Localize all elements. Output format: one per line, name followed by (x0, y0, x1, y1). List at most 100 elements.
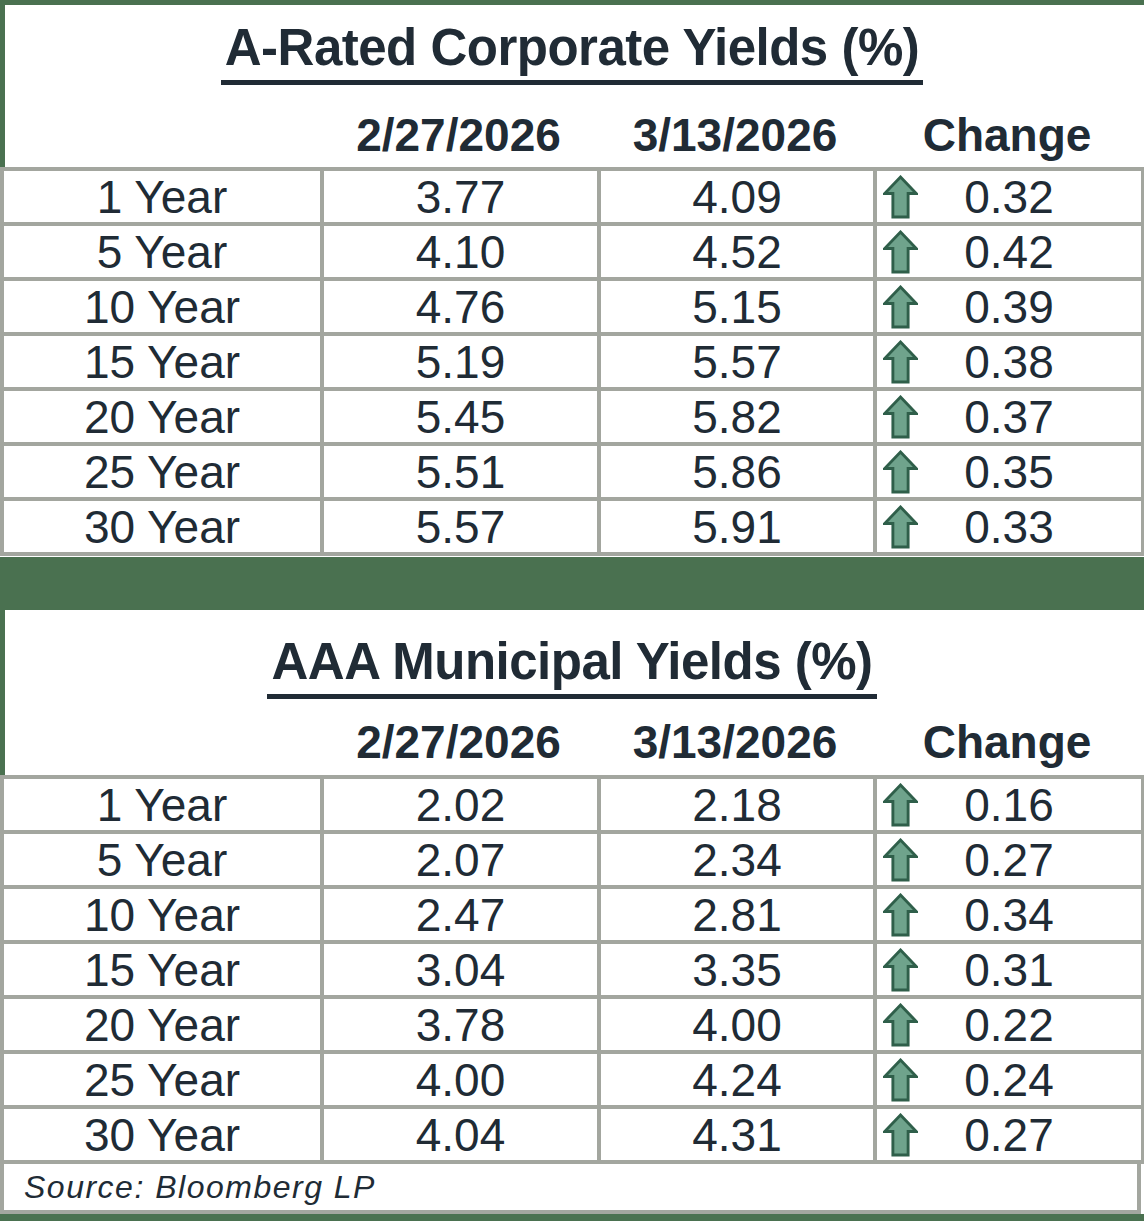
prev-yield-cell: 3.77 (322, 169, 599, 224)
prev-yield-cell: 4.10 (322, 224, 599, 279)
prev-yield-cell: 5.51 (322, 444, 599, 499)
column-header-date-curr: 3/13/2026 (597, 717, 873, 768)
column-header-spacer (0, 110, 320, 161)
up-arrow-icon (883, 1113, 918, 1157)
table-row: 1 Year 3.77 4.09 0.32 (2, 169, 1143, 224)
change-value: 0.16 (964, 779, 1054, 831)
curr-yield-cell: 2.81 (599, 887, 875, 942)
change-cell: 0.24 (875, 1052, 1143, 1107)
curr-yield-cell: 5.86 (599, 444, 875, 499)
change-value: 0.37 (964, 391, 1054, 443)
up-arrow-icon (883, 230, 918, 274)
curr-yield-cell: 4.24 (599, 1052, 875, 1107)
change-cell: 0.22 (875, 997, 1143, 1052)
change-cell: 0.16 (875, 777, 1143, 832)
change-value: 0.38 (964, 336, 1054, 388)
change-cell: 0.32 (875, 169, 1143, 224)
curr-yield-cell: 5.91 (599, 499, 875, 554)
table-row: 10 Year 4.76 5.15 0.39 (2, 279, 1143, 334)
change-value: 0.33 (964, 501, 1054, 553)
up-arrow-icon (883, 838, 918, 882)
up-arrow-icon (883, 783, 918, 827)
change-value: 0.31 (964, 944, 1054, 996)
change-cell: 0.27 (875, 1107, 1143, 1162)
up-arrow-icon (883, 893, 918, 937)
term-cell: 20 Year (2, 389, 322, 444)
up-arrow-icon (883, 1058, 918, 1102)
table-row: 10 Year 2.47 2.81 0.34 (2, 887, 1143, 942)
table-row: 25 Year 5.51 5.86 0.35 (2, 444, 1143, 499)
up-arrow-icon (883, 1003, 918, 1047)
column-header-change: Change (873, 717, 1141, 768)
curr-yield-cell: 5.15 (599, 279, 875, 334)
term-cell: 1 Year (2, 169, 322, 224)
source-note: Source: Bloomberg LP (24, 1169, 376, 1206)
curr-yield-cell: 2.18 (599, 777, 875, 832)
title-text: A-Rated Corporate Yields (%) (221, 22, 923, 85)
change-value: 0.24 (964, 1054, 1054, 1106)
change-cell: 0.37 (875, 389, 1143, 444)
table-row: 20 Year 5.45 5.82 0.37 (2, 389, 1143, 444)
title-text: AAA Municipal Yields (%) (267, 636, 876, 699)
corporate-column-header-row: 2/27/2026 3/13/2026 Change (0, 110, 1141, 161)
curr-yield-cell: 4.52 (599, 224, 875, 279)
term-cell: 20 Year (2, 997, 322, 1052)
term-cell: 30 Year (2, 499, 322, 554)
table-row: 15 Year 3.04 3.35 0.31 (2, 942, 1143, 997)
section-separator-bar (0, 557, 1144, 610)
term-cell: 5 Year (2, 832, 322, 887)
table-row: 5 Year 2.07 2.34 0.27 (2, 832, 1143, 887)
up-arrow-icon (883, 175, 918, 219)
curr-yield-cell: 5.57 (599, 334, 875, 389)
change-value: 0.42 (964, 226, 1054, 278)
term-cell: 25 Year (2, 1052, 322, 1107)
term-cell: 10 Year (2, 887, 322, 942)
curr-yield-cell: 4.00 (599, 997, 875, 1052)
table-row: 30 Year 5.57 5.91 0.33 (2, 499, 1143, 554)
up-arrow-icon (883, 505, 918, 549)
corporate-yields-table: 1 Year 3.77 4.09 0.32 5 Year 4.10 4.52 0… (0, 167, 1144, 556)
change-value: 0.32 (964, 171, 1054, 223)
prev-yield-cell: 5.45 (322, 389, 599, 444)
table-row: 15 Year 5.19 5.57 0.38 (2, 334, 1143, 389)
curr-yield-cell: 2.34 (599, 832, 875, 887)
table-row: 20 Year 3.78 4.00 0.22 (2, 997, 1143, 1052)
column-header-date-curr: 3/13/2026 (597, 110, 873, 161)
curr-yield-cell: 3.35 (599, 942, 875, 997)
prev-yield-cell: 4.00 (322, 1052, 599, 1107)
municipal-column-header-row: 2/27/2026 3/13/2026 Change (0, 717, 1141, 768)
table-row: 1 Year 2.02 2.18 0.16 (2, 777, 1143, 832)
column-header-date-prev: 2/27/2026 (320, 110, 597, 161)
source-row: Source: Bloomberg LP (0, 1164, 1141, 1214)
change-cell: 0.33 (875, 499, 1143, 554)
change-value: 0.27 (964, 1109, 1054, 1161)
column-header-change: Change (873, 110, 1141, 161)
prev-yield-cell: 5.57 (322, 499, 599, 554)
municipal-yields-table: 1 Year 2.02 2.18 0.16 5 Year 2.07 2.34 0… (0, 775, 1144, 1164)
change-value: 0.39 (964, 281, 1054, 333)
prev-yield-cell: 2.02 (322, 777, 599, 832)
curr-yield-cell: 5.82 (599, 389, 875, 444)
prev-yield-cell: 3.04 (322, 942, 599, 997)
corporate-yields-title: A-Rated Corporate Yields (%) (0, 22, 1144, 85)
term-cell: 15 Year (2, 334, 322, 389)
term-cell: 10 Year (2, 279, 322, 334)
term-cell: 30 Year (2, 1107, 322, 1162)
change-value: 0.27 (964, 834, 1054, 886)
column-header-spacer (0, 717, 320, 768)
up-arrow-icon (883, 285, 918, 329)
curr-yield-cell: 4.31 (599, 1107, 875, 1162)
table-row: 30 Year 4.04 4.31 0.27 (2, 1107, 1143, 1162)
prev-yield-cell: 3.78 (322, 997, 599, 1052)
up-arrow-icon (883, 395, 918, 439)
change-cell: 0.42 (875, 224, 1143, 279)
term-cell: 25 Year (2, 444, 322, 499)
up-arrow-icon (883, 340, 918, 384)
change-cell: 0.34 (875, 887, 1143, 942)
term-cell: 1 Year (2, 777, 322, 832)
prev-yield-cell: 4.76 (322, 279, 599, 334)
change-cell: 0.38 (875, 334, 1143, 389)
table-row: 25 Year 4.00 4.24 0.24 (2, 1052, 1143, 1107)
top-green-bar (0, 0, 1144, 5)
change-cell: 0.31 (875, 942, 1143, 997)
